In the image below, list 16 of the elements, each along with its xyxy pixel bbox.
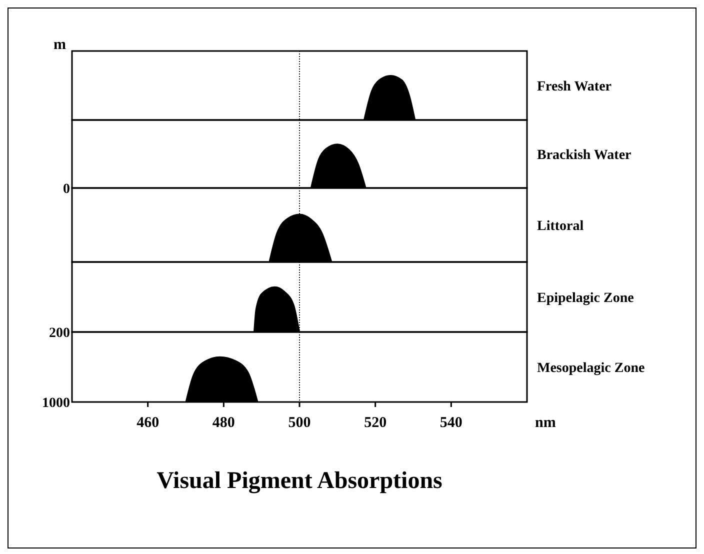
text: Epipelagic Zone	[537, 291, 634, 306]
x-tick-label: 460	[136, 415, 160, 431]
text: Fresh Water	[537, 80, 612, 94]
y-axis-title: m	[54, 37, 66, 53]
x-tick-label: 500	[288, 415, 311, 431]
text: Brackish Water	[537, 148, 632, 163]
x-tick-label: 520	[364, 415, 387, 431]
x-tick-label: 480	[212, 415, 235, 431]
text: Visual Pigment Absorptions	[156, 468, 442, 494]
text: 0	[63, 182, 70, 197]
text: 200	[49, 326, 70, 341]
text: 1000	[42, 396, 70, 411]
text: Littoral	[537, 219, 584, 234]
x-tick-label: 540	[440, 415, 462, 431]
x-axis-title: nm	[535, 415, 556, 431]
text: Mesopelagic Zone	[537, 361, 645, 376]
